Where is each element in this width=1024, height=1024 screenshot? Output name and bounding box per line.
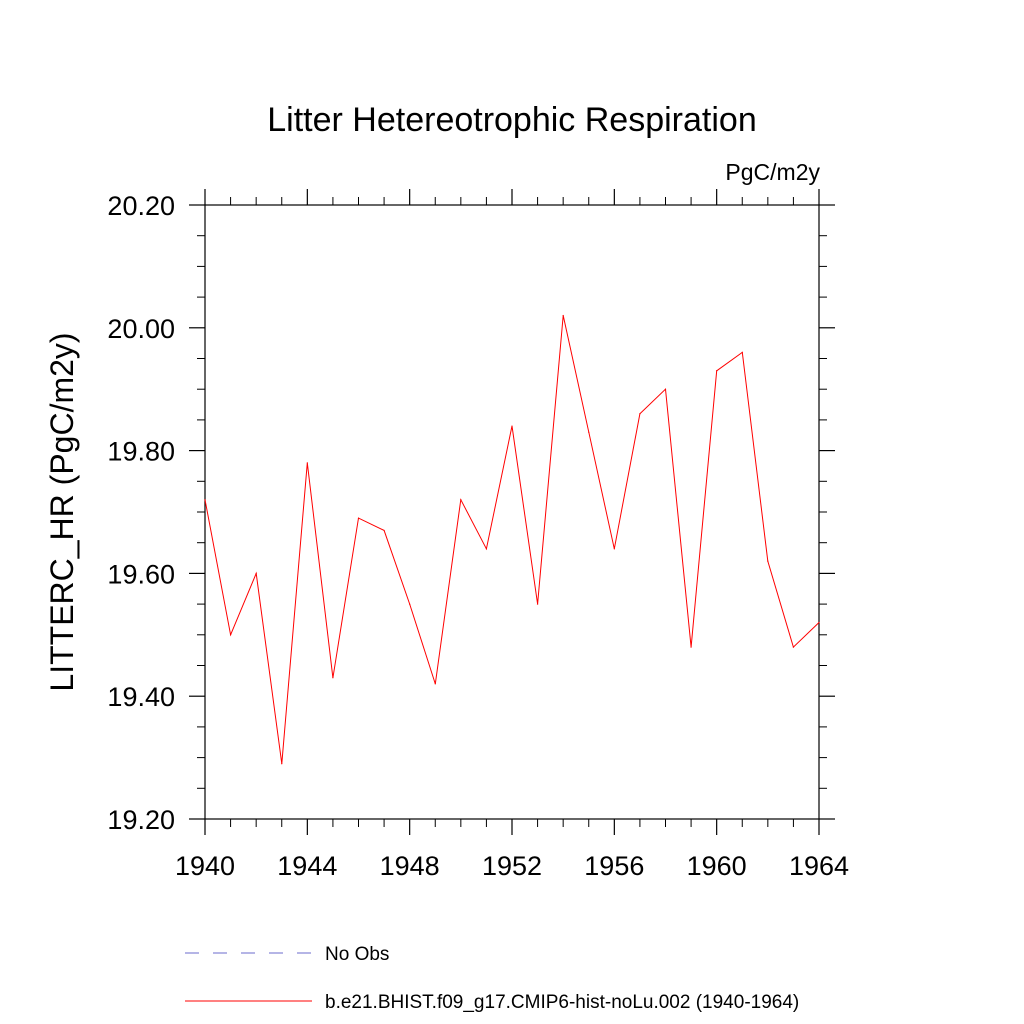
x-tick-label: 1944	[277, 851, 337, 881]
data-point	[383, 529, 385, 532]
x-tick-label: 1940	[175, 851, 235, 881]
x-tick-label: 1964	[789, 851, 849, 881]
legend-label-no-obs: No Obs	[325, 944, 389, 965]
data-point	[332, 677, 334, 679]
data-point	[306, 462, 308, 464]
x-tick-label: 1956	[584, 851, 644, 881]
series-layer	[204, 314, 820, 765]
y-tick-label: 19.20	[107, 805, 175, 835]
data-point	[255, 572, 257, 575]
data-point	[639, 413, 641, 415]
series-line	[204, 315, 820, 764]
data-point	[281, 763, 283, 765]
plot-frame	[204, 204, 820, 820]
x-tick-label: 1948	[380, 851, 440, 881]
units-label: PgC/m2y	[725, 159, 820, 185]
y-axis-ticks: 19.20 19.40 19.60 19.80 20.00 20.20	[107, 191, 835, 835]
legend-label-model: b.e21.BHIST.f09_g17.CMIP6-hist-noLu.002 …	[325, 992, 799, 1013]
data-point	[460, 499, 462, 501]
y-tick-label: 20.00	[107, 314, 175, 344]
chart-title: Litter Hetereotrophic Respiration	[267, 101, 756, 139]
y-tick-label: 19.40	[107, 682, 175, 712]
data-point	[716, 370, 718, 372]
minor-ticks	[197, 197, 827, 827]
data-point	[690, 646, 692, 648]
legend: No Obs b.e21.BHIST.f09_g17.CMIP6-hist-no…	[185, 944, 799, 1013]
data-point	[204, 499, 206, 501]
data-point	[741, 351, 743, 353]
x-tick-label: 1960	[687, 851, 747, 881]
data-point	[485, 548, 488, 550]
data-point	[434, 683, 436, 685]
y-tick-label: 20.20	[107, 191, 175, 221]
data-point	[562, 314, 564, 317]
data-point	[588, 431, 590, 433]
y-tick-label: 19.80	[107, 437, 175, 467]
data-point	[536, 603, 539, 605]
data-point	[792, 646, 795, 648]
y-axis-label: LITTERC_HR (PgC/m2y)	[44, 332, 80, 691]
data-point	[818, 621, 820, 624]
x-axis-ticks: 1940 1944 1948 1952 1956 1960 1964	[175, 189, 849, 881]
data-point	[229, 634, 232, 636]
data-point	[511, 425, 513, 427]
data-point	[409, 603, 411, 605]
data-point	[613, 548, 615, 550]
data-point	[357, 517, 360, 519]
x-tick-label: 1952	[482, 851, 542, 881]
data-point	[664, 388, 667, 390]
y-tick-label: 19.60	[107, 559, 175, 589]
data-point	[767, 560, 769, 562]
